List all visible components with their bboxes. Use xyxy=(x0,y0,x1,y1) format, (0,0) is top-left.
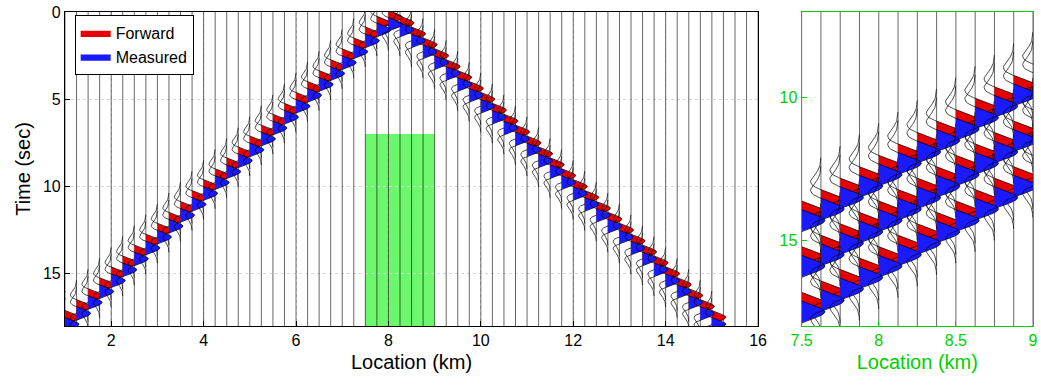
svg-text:Location (km): Location (km) xyxy=(351,351,472,373)
svg-text:Measured: Measured xyxy=(116,49,187,66)
svg-text:15: 15 xyxy=(780,232,798,249)
svg-text:8: 8 xyxy=(874,332,883,349)
svg-text:6: 6 xyxy=(292,332,301,349)
svg-text:10: 10 xyxy=(472,332,490,349)
svg-text:14: 14 xyxy=(657,332,675,349)
svg-text:16: 16 xyxy=(749,332,767,349)
svg-text:Location (km): Location (km) xyxy=(857,351,978,373)
svg-text:5: 5 xyxy=(52,91,61,108)
svg-text:12: 12 xyxy=(564,332,582,349)
svg-text:0: 0 xyxy=(52,4,61,21)
svg-text:Time (sec): Time (sec) xyxy=(12,122,34,216)
svg-text:7.5: 7.5 xyxy=(791,332,813,349)
svg-text:8: 8 xyxy=(384,332,393,349)
svg-text:4: 4 xyxy=(199,332,208,349)
svg-text:10: 10 xyxy=(43,178,61,195)
svg-text:10: 10 xyxy=(780,89,798,106)
svg-text:Forward: Forward xyxy=(116,25,175,42)
svg-text:8.5: 8.5 xyxy=(945,332,967,349)
svg-text:9: 9 xyxy=(1029,332,1038,349)
svg-text:2: 2 xyxy=(107,332,116,349)
svg-text:15: 15 xyxy=(43,265,61,282)
